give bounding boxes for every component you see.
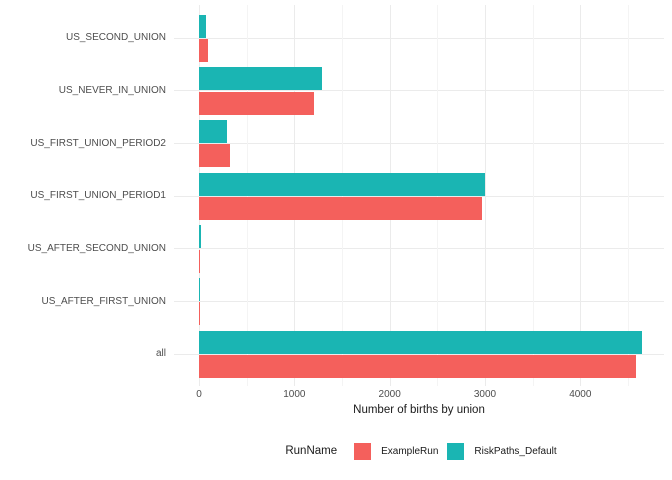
bar-RiskPaths_Default (199, 119, 227, 143)
bar-ExampleRun (199, 197, 483, 220)
gridline-vertical-major (580, 5, 582, 386)
gridline-horizontal (174, 37, 664, 39)
gridline-vertical-minor (532, 5, 534, 386)
x-axis-title: Number of births by union (353, 404, 485, 416)
plot-panel (174, 5, 664, 386)
y-axis-label: US_AFTER_FIRST_UNION (41, 295, 166, 307)
y-axis-label: US_FIRST_UNION_PERIOD1 (30, 190, 166, 202)
bar-ExampleRun (199, 302, 200, 326)
bar-RiskPaths_Default (199, 330, 643, 354)
x-axis-tick-label: 1000 (283, 389, 306, 400)
legend: RunName ExampleRun RiskPaths_Default (170, 441, 672, 461)
bar-RiskPaths_Default (199, 225, 201, 249)
x-axis-tick-label: 2000 (378, 389, 401, 400)
legend-item-RiskPaths_Default: RiskPaths_Default (447, 442, 557, 460)
gridline-horizontal (174, 301, 664, 303)
bar-ExampleRun (199, 249, 201, 273)
bar-ExampleRun (199, 355, 637, 379)
legend-label-RiskPaths_Default: RiskPaths_Default (474, 445, 557, 457)
y-axis-label: US_FIRST_UNION_PERIOD2 (30, 137, 166, 149)
bar-RiskPaths_Default (199, 172, 485, 196)
bar-RiskPaths_Default (199, 277, 201, 301)
legend-label-ExampleRun: ExampleRun (381, 445, 439, 457)
y-axis-label: US_AFTER_SECOND_UNION (27, 242, 166, 254)
x-axis-tick-label: 4000 (569, 389, 592, 400)
y-axis-label: US_SECOND_UNION (65, 32, 166, 44)
bar-RiskPaths_Default (199, 14, 206, 38)
x-axis-tick-label: 3000 (473, 389, 497, 400)
gridline-vertical-minor (627, 5, 629, 386)
bar-RiskPaths_Default (199, 67, 322, 91)
y-axis-label: US_NEVER_IN_UNION (58, 84, 166, 96)
legend-key-ExampleRun (354, 442, 372, 460)
gridline-horizontal (174, 143, 664, 145)
x-axis-tick-label: 0 (196, 389, 202, 400)
gridline-vertical-major (484, 5, 486, 386)
bar-ExampleRun (199, 91, 315, 115)
y-axis-label: all (155, 348, 166, 360)
gridline-horizontal (174, 248, 664, 250)
bar-ExampleRun (199, 39, 209, 62)
bar-ExampleRun (199, 144, 230, 168)
legend-items: ExampleRun RiskPaths_Default (345, 442, 557, 460)
legend-key-RiskPaths_Default (447, 442, 465, 460)
legend-title: RunName (285, 445, 338, 457)
legend-item-ExampleRun: ExampleRun (354, 442, 439, 460)
